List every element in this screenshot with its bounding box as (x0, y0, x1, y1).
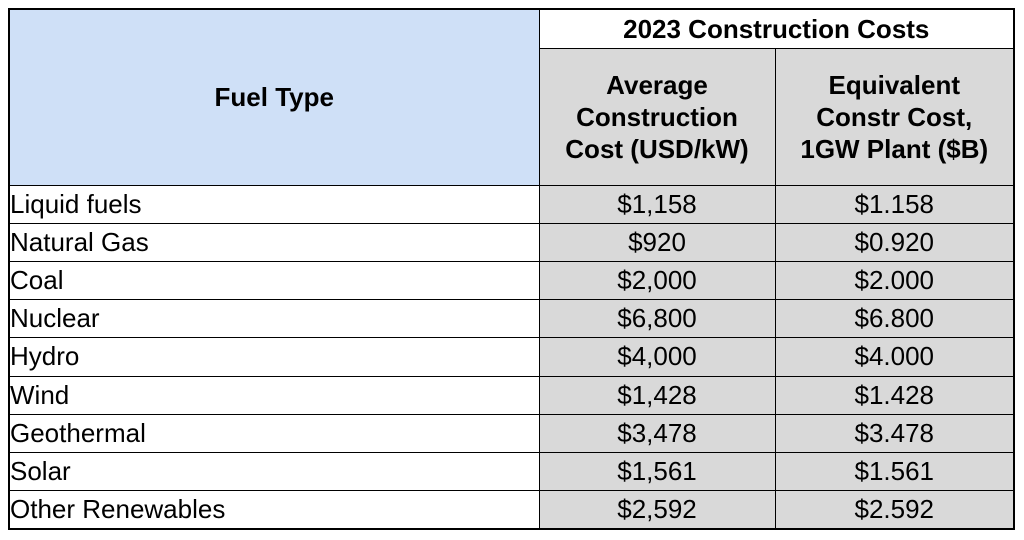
avg-cost-cell: $1,158 (538, 184, 776, 225)
fuel-cell: Natural Gas (8, 223, 540, 263)
avg-cost-header: Average Construction Cost (USD/kW) (538, 48, 776, 186)
table-row: Liquid fuels $1,158 $1.158 (8, 184, 1015, 225)
equiv-cost-cell: $2.000 (774, 261, 1015, 301)
table-row: Natural Gas $920 $0.920 (8, 223, 1015, 263)
table-row: Coal $2,000 $2.000 (8, 261, 1015, 301)
fuel-cell: Wind (8, 375, 540, 415)
avg-cost-cell: $4,000 (538, 337, 776, 377)
fuel-cell: Other Renewables (8, 489, 540, 530)
avg-cost-cell: $2,592 (538, 489, 776, 530)
avg-cost-cell: $6,800 (538, 299, 776, 339)
equiv-cost-header: Equivalent Constr Cost, 1GW Plant ($B) (774, 48, 1015, 186)
avg-cost-cell: $2,000 (538, 261, 776, 301)
fuel-cell: Solar (8, 451, 540, 491)
table-row: Other Renewables $2,592 $2.592 (8, 489, 1015, 530)
fuel-type-header: Fuel Type (8, 8, 540, 186)
fuel-cell: Hydro (8, 337, 540, 377)
construction-costs-group-header: 2023 Construction Costs (538, 8, 1015, 49)
fuel-cell: Geothermal (8, 413, 540, 453)
equiv-cost-cell: $1.428 (774, 375, 1015, 415)
equiv-cost-cell: $2.592 (774, 489, 1015, 530)
construction-costs-table: Fuel Type 2023 Construction Costs Averag… (8, 8, 1016, 530)
fuel-cell: Coal (8, 261, 540, 301)
table-row: Wind $1,428 $1.428 (8, 375, 1015, 415)
table-row: Nuclear $6,800 $6.800 (8, 299, 1015, 339)
table-row: Geothermal $3,478 $3.478 (8, 413, 1015, 453)
fuel-cell: Liquid fuels (8, 184, 540, 225)
table-row: Solar $1,561 $1.561 (8, 451, 1015, 491)
equiv-cost-cell: $1.561 (774, 451, 1015, 491)
avg-cost-cell: $920 (538, 223, 776, 263)
equiv-cost-cell: $4.000 (774, 337, 1015, 377)
avg-cost-cell: $1,428 (538, 375, 776, 415)
equiv-cost-cell: $1.158 (774, 184, 1015, 225)
equiv-cost-cell: $3.478 (774, 413, 1015, 453)
equiv-cost-cell: $0.920 (774, 223, 1015, 263)
equiv-cost-cell: $6.800 (774, 299, 1015, 339)
table-row: Hydro $4,000 $4.000 (8, 337, 1015, 377)
fuel-cell: Nuclear (8, 299, 540, 339)
avg-cost-cell: $1,561 (538, 451, 776, 491)
avg-cost-cell: $3,478 (538, 413, 776, 453)
